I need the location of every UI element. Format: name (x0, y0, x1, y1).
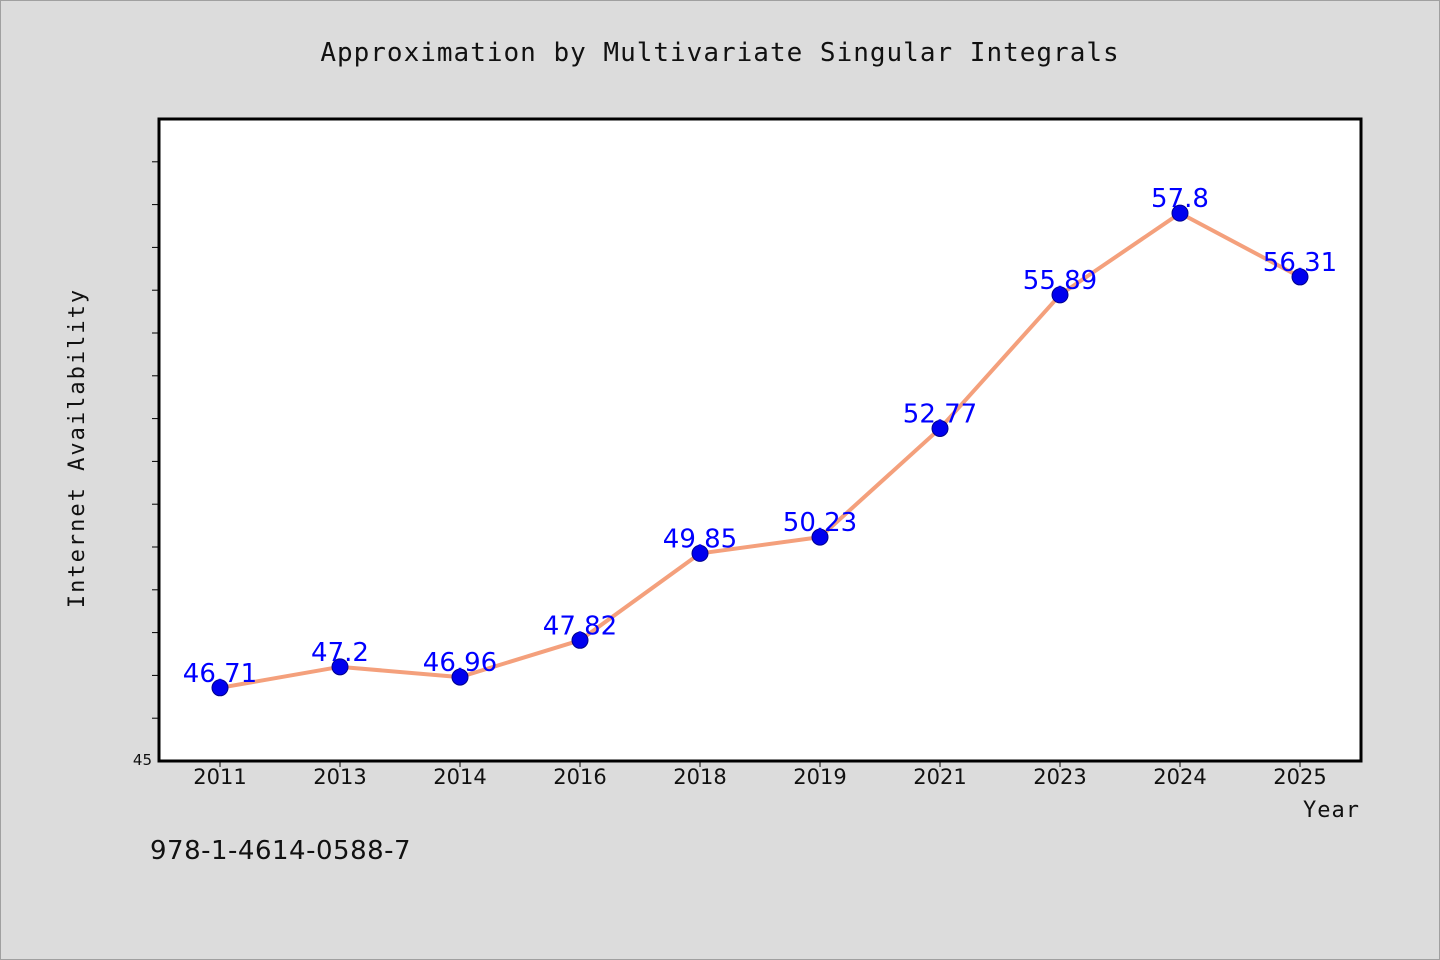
data-value-label: 46.96 (423, 648, 497, 678)
x-tick-label: 2025 (1273, 765, 1326, 789)
x-tick-label: 2016 (553, 765, 606, 789)
data-point-marker (331, 658, 349, 676)
x-axis-ticks (219, 761, 1301, 767)
x-tick-label: 2019 (793, 765, 846, 789)
data-point-marker (811, 528, 829, 546)
x-tick-label: 2018 (673, 765, 726, 789)
data-point-marker (931, 419, 949, 437)
chart-title: Approximation by Multivariate Singular I… (320, 38, 1119, 68)
y-axis-ticks (152, 161, 159, 719)
data-point-marker (451, 668, 469, 686)
series-line (219, 211, 1301, 690)
x-tick-label: 2013 (313, 765, 366, 789)
data-value-label: 47.82 (543, 611, 617, 641)
data-value-label: 50.23 (783, 508, 857, 538)
x-tick-label: 2011 (193, 765, 246, 789)
data-value-label: 55.89 (1023, 266, 1097, 296)
x-axis-title: Year (1303, 798, 1360, 823)
data-value-label: 47.2 (311, 638, 369, 668)
x-tick-label: 2023 (1033, 765, 1086, 789)
isbn-footer: 978-1-4614-0588-7 (150, 836, 412, 866)
data-point-marker (1051, 286, 1069, 304)
data-value-labels: 46.71 47.2 46.96 47.82 49.85 50.23 52.77 55.89 5… (183, 184, 1337, 689)
data-value-label: 57.8 (1151, 184, 1209, 214)
data-point-marker (571, 631, 589, 649)
x-tick-label: 2024 (1153, 765, 1206, 789)
data-value-label: 46.71 (183, 659, 257, 689)
data-point-marker (211, 679, 229, 697)
data-value-label: 49.85 (663, 524, 737, 554)
y-axis-title: Internet Availability (65, 288, 90, 608)
data-point-marker (1171, 204, 1189, 222)
data-value-label: 56.31 (1263, 248, 1337, 278)
y-axis-tick-labels: 45 (133, 751, 152, 769)
y-tick-label: 45 (133, 751, 152, 769)
x-tick-label: 2014 (433, 765, 486, 789)
data-point-marker (691, 544, 709, 562)
data-value-label: 52.77 (903, 399, 977, 429)
data-point-markers (211, 204, 1309, 697)
data-point-marker (1291, 268, 1309, 286)
x-axis-tick-labels: 2011 2013 2014 2016 2018 2019 2021 2023 2024 2025 (193, 765, 1326, 789)
x-tick-label: 2021 (913, 765, 966, 789)
